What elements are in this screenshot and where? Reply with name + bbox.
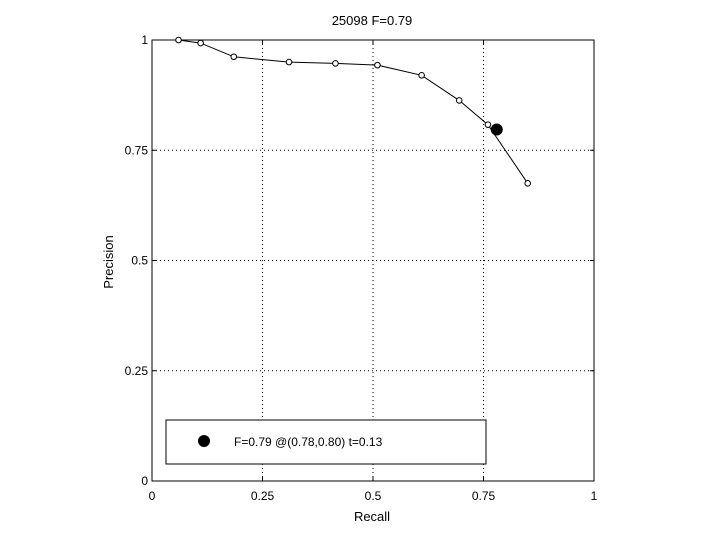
x-tick-label: 0.25 [251,489,275,503]
best-f-point [490,123,503,136]
data-point-marker [230,53,238,61]
data-point-marker [175,36,182,44]
data-point-marker [332,60,339,67]
data-point-marker [484,121,492,128]
data-point-marker [374,61,381,69]
legend-text: F=0.79 @(0.78,0.80) t=0.13 [234,435,383,449]
series-precision-recall [175,36,532,187]
y-tick-label: 1 [141,33,148,47]
x-tick-labels: 0 0.25 0.5 0.75 1 [149,489,598,503]
x-tick-label: 1 [591,489,598,503]
x-tick-label: 0.5 [365,489,382,503]
data-point-marker [524,180,532,187]
x-tick-label: 0 [149,489,156,503]
y-tick-label: 0.5 [131,254,148,268]
y-tick-label: 0.75 [125,143,149,157]
chart-title: 25098 F=0.79 [332,13,413,28]
y-axis-label: Precision [101,235,116,288]
best-point-marker [490,123,503,136]
axis-ticks [151,39,595,482]
x-tick-label: 0.75 [472,489,496,503]
series-line [178,39,529,184]
legend-box: F=0.79 @(0.78,0.80) t=0.13 [165,419,487,465]
data-point-marker [418,71,425,79]
data-point-marker [455,97,463,104]
y-tick-label: 0.25 [125,364,149,378]
x-axis-label: Recall [354,509,390,524]
data-point-marker [197,39,204,47]
y-tick-labels: 0 0.25 0.5 0.75 1 [125,33,149,488]
data-point-marker [285,58,293,66]
y-tick-label: 0 [141,474,148,488]
legend-marker [198,435,210,447]
legend-frame [165,419,487,465]
grid [152,40,594,481]
